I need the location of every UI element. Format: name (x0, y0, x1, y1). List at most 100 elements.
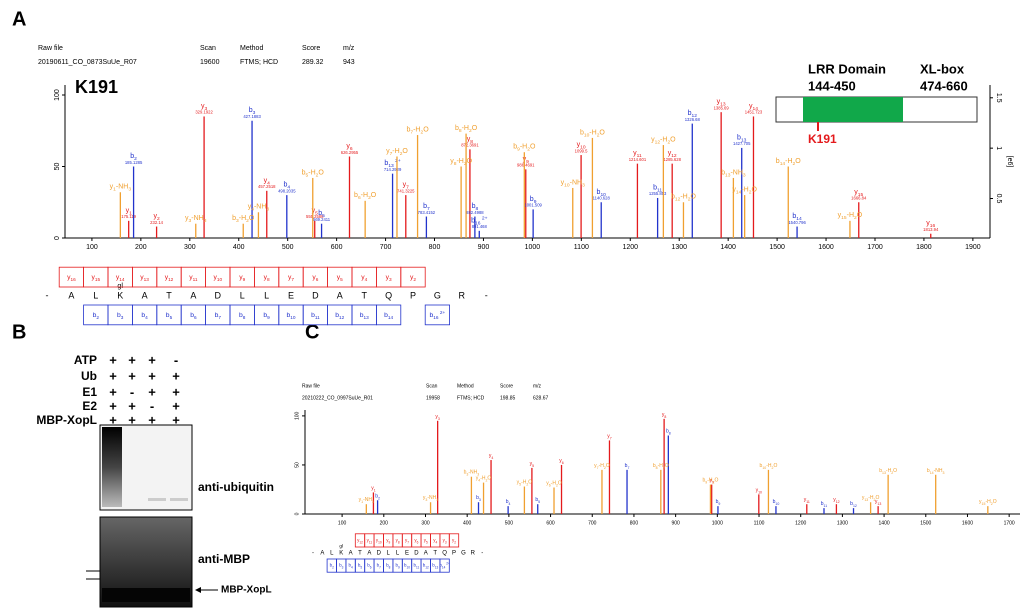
peak-mz-label: 427.1883 (243, 114, 261, 119)
lrr-domain (803, 97, 903, 122)
condition-label: E2 (82, 399, 97, 413)
header-a: Raw file 20190611_CO_0873SuUe_R07 Scan 1… (38, 45, 355, 66)
peak-mz-label: 1540.796 (788, 220, 806, 225)
residue: A (68, 290, 74, 300)
peak-mz-label: 783.4152 (418, 210, 436, 215)
peak-mz-label: 1427.705 (733, 141, 751, 146)
residue: G (434, 290, 441, 300)
condition-mark: + (148, 384, 156, 399)
residue: D (377, 551, 382, 557)
peak-label: y4 (489, 453, 494, 460)
y-tick-label: 0 (54, 236, 61, 240)
peak-mz-label: 1813.94 (923, 227, 939, 232)
peak-mz-label: 741.3225 (397, 188, 415, 193)
x-tick-label: 100 (86, 244, 98, 251)
peak-label: y13-H2O (862, 496, 880, 503)
condition-label: E1 (82, 385, 97, 399)
peak-label: b12 (850, 501, 857, 508)
x-tick-label: 400 (463, 520, 472, 526)
peak-label: y12 (833, 498, 839, 505)
b-ion-label: b4 (141, 312, 148, 321)
y2-tick-label: 0.5 (995, 194, 1002, 204)
y-ion-label: y2 (410, 274, 416, 283)
scan-label: Scan (426, 383, 438, 389)
peak-label: b8-H2O (455, 125, 478, 134)
smear (102, 427, 122, 507)
y-tick-label: 50 (294, 462, 300, 468)
peak-mz-label: 498.2035 (278, 188, 296, 193)
peak-label: b5-H2O (302, 169, 325, 178)
peak-mz-label: 1666.84 (851, 196, 867, 201)
residue: Q (385, 290, 392, 300)
peak-label: y3-NH3 (185, 215, 207, 224)
y-ion-label: y3 (386, 274, 392, 283)
y-ion-label: y12 (165, 274, 174, 283)
panel-letter: B (12, 321, 26, 343)
y-ion-label: y6 (312, 274, 318, 283)
peak-label: y11 (804, 498, 810, 505)
b-ion-label: b14 (384, 312, 393, 321)
peak-label: b7 (625, 463, 630, 470)
x-tick-label: 1300 (671, 244, 687, 251)
peak-label: y4-H2O (476, 476, 492, 483)
peak-label: y7 (607, 434, 612, 441)
peak-label: b8-H2O (653, 463, 669, 470)
mz-label: m/z (343, 45, 355, 52)
peak-label: b9-H2O (513, 143, 536, 152)
x-tick-label: 300 (184, 244, 196, 251)
raw-file-label: Raw file (302, 383, 320, 389)
x-tick-label: 1100 (574, 244, 589, 251)
peak-mz-label: 1385.69 (714, 105, 730, 110)
site-label: K191 (75, 77, 118, 97)
condition-mark: - (130, 384, 134, 399)
method: FTMS; HCD (240, 59, 278, 66)
b-ion-label: b5 (166, 312, 173, 321)
peak-label: y5 (530, 461, 535, 468)
peak-mz-label: 1214.601 (629, 157, 647, 162)
peak-mz-label: 1326.68 (685, 117, 701, 122)
score-label: Score (500, 383, 513, 389)
b-ion-label: b16 2+ (430, 310, 446, 321)
b-ion-label: b2 (93, 312, 100, 321)
peak-label: b9 (716, 499, 721, 506)
x-tick-label: 1500 (920, 520, 931, 526)
peak-label: b9-H2O (703, 478, 719, 485)
y-ion-label: y6 (414, 538, 418, 545)
domain-name: XL-box (920, 61, 965, 76)
y-tick-label: 0 (294, 512, 300, 515)
x-tick-label: 1400 (720, 244, 736, 251)
modification-label: gl (339, 544, 343, 550)
x-tick-label: 1100 (754, 520, 765, 526)
peak-label: b14-NH3 (927, 468, 945, 475)
mz: 628.67 (533, 395, 549, 401)
peak-mz-label: 872.3691 (461, 143, 479, 148)
residue: A (367, 551, 371, 557)
b-ion-label: b13 (360, 312, 369, 321)
x-tick-label: 600 (331, 244, 343, 251)
peak-mz-label: 232.14 (150, 220, 163, 225)
score-label: Score (302, 45, 320, 52)
condition-mark: + (109, 384, 117, 399)
peak-label: b4 (506, 499, 511, 506)
y-ion-label: y5 (424, 538, 428, 545)
x-tick-label: 100 (338, 520, 347, 526)
condition-mark: - (150, 398, 154, 413)
peak-mz-label: 185.1285 (125, 160, 143, 165)
residue: K (339, 551, 343, 557)
domain-inset: LRR Domain 144-450 XL-box 474-660 K191 (776, 61, 977, 146)
peak-label: y1-NH3 (110, 183, 132, 192)
residue: - (312, 551, 314, 557)
residue: Q (442, 551, 447, 557)
band (102, 588, 190, 602)
x-tick-label: 600 (546, 520, 555, 526)
b-ion-label: b9 (263, 312, 270, 321)
y-tick-label: 100 (294, 411, 300, 420)
condition-mark: + (172, 368, 180, 383)
score: 289.32 (302, 59, 324, 66)
condition-mark: + (148, 368, 156, 383)
blot-label: anti-ubiquitin (198, 480, 274, 494)
y-ion-label: y4 (361, 274, 367, 283)
y2-axis-label: [e6] (1006, 156, 1013, 168)
y-ion-label: y10 (376, 538, 382, 545)
b-ion-label: b8 (386, 563, 391, 570)
